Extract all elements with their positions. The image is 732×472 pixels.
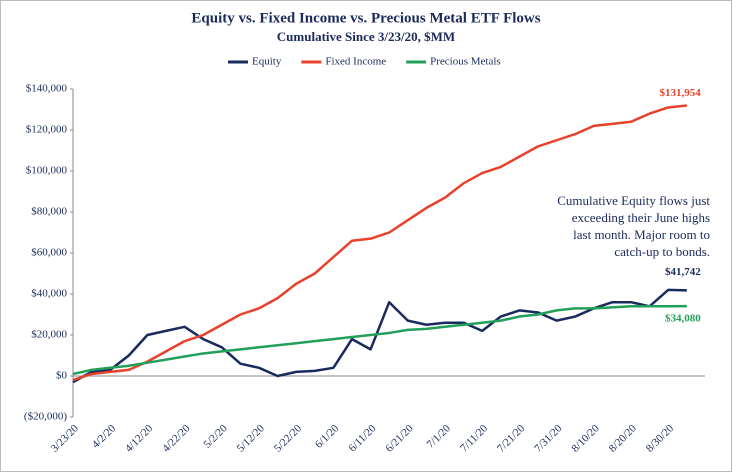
value-label: $41,742 [665,266,701,278]
chart-subtitle: Cumulative Since 3/23/20, $MM [277,29,455,44]
chart-title: Equity vs. Fixed Income vs. Precious Met… [191,10,540,26]
series-line [72,304,687,376]
y-tick-label: $140,000 [26,83,68,95]
series-line [72,104,687,382]
y-tick-label: $80,000 [31,206,67,218]
y-tick-label: $120,000 [26,124,68,136]
annotation: last month. Major room to [573,227,710,242]
annotation: Cumulative Equity flows just [557,193,710,208]
y-tick-label: $100,000 [26,165,68,177]
annotation: exceeding their June highs [572,210,710,225]
legend-label: Equity [252,56,282,68]
value-label: $34,080 [665,313,701,325]
series-line [72,288,687,384]
y-tick-label: $20,000 [31,329,67,341]
y-tick-label: $0 [56,370,68,382]
y-tick-label: $40,000 [31,288,67,300]
value-label: $131,954 [660,87,702,99]
annotation: catch-up to bonds. [614,244,710,259]
legend-label: Fixed Income [325,56,386,68]
y-tick-label: ($20,000) [24,411,67,423]
y-tick-label: $60,000 [31,247,67,259]
legend-label: Precious Metals [430,56,501,68]
